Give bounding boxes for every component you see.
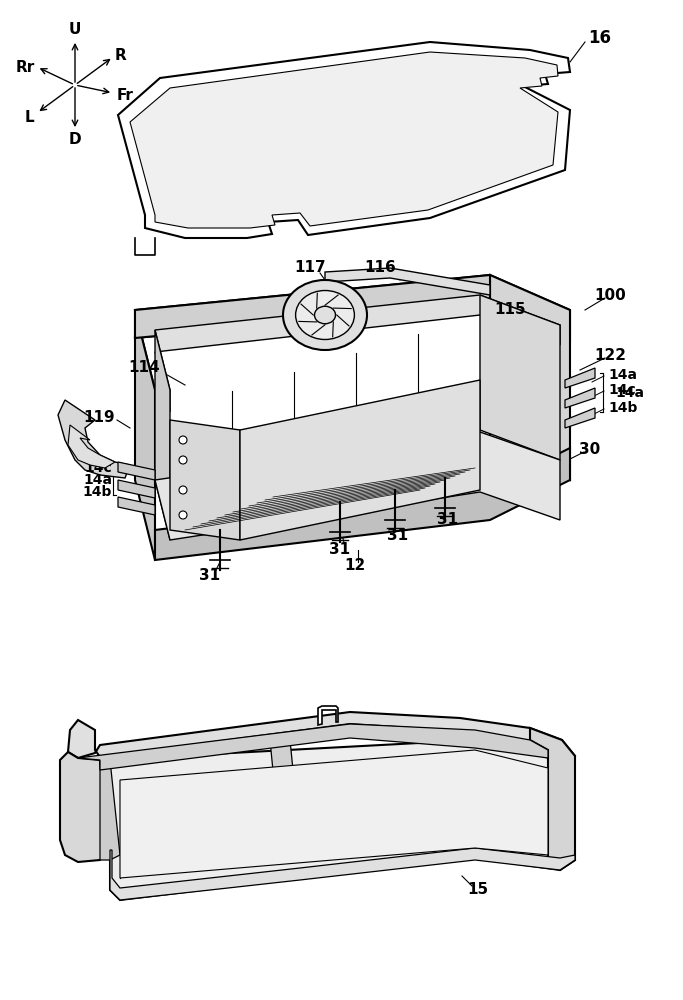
Text: 100: 100 [594, 288, 626, 302]
Polygon shape [135, 275, 490, 338]
Polygon shape [325, 268, 490, 295]
Text: 15: 15 [467, 882, 488, 898]
Ellipse shape [283, 280, 367, 350]
Text: 16: 16 [589, 29, 611, 47]
Polygon shape [118, 497, 155, 515]
Polygon shape [135, 310, 155, 560]
Polygon shape [318, 706, 338, 725]
Text: 14c: 14c [84, 461, 112, 475]
Text: 115: 115 [494, 302, 526, 318]
Polygon shape [155, 432, 560, 540]
Polygon shape [118, 42, 570, 238]
Text: 14b: 14b [83, 485, 112, 499]
Polygon shape [60, 752, 110, 862]
Circle shape [179, 436, 187, 444]
Text: D: D [69, 132, 81, 147]
Polygon shape [120, 750, 548, 878]
Polygon shape [118, 462, 155, 480]
Polygon shape [110, 848, 575, 900]
Text: 114: 114 [128, 360, 160, 375]
Text: 12: 12 [344, 558, 365, 572]
Circle shape [179, 511, 187, 519]
Polygon shape [565, 368, 595, 388]
Text: R: R [115, 47, 127, 62]
Text: 31: 31 [199, 568, 221, 582]
Polygon shape [130, 52, 558, 228]
Polygon shape [100, 740, 575, 900]
Text: 14b: 14b [608, 401, 637, 415]
Polygon shape [565, 388, 595, 408]
Polygon shape [68, 712, 575, 760]
Circle shape [179, 486, 187, 494]
Polygon shape [170, 420, 240, 540]
Polygon shape [155, 448, 570, 560]
Polygon shape [240, 380, 480, 540]
Text: Rr: Rr [16, 60, 35, 75]
Text: 14c: 14c [608, 383, 636, 397]
Text: 119: 119 [83, 410, 115, 426]
Polygon shape [565, 408, 595, 428]
Circle shape [179, 456, 187, 464]
Text: 116: 116 [364, 260, 396, 275]
Polygon shape [58, 400, 130, 478]
Text: 117: 117 [294, 260, 326, 275]
Text: L: L [24, 109, 34, 124]
Text: U: U [69, 22, 81, 37]
Polygon shape [155, 295, 560, 412]
Text: 30: 30 [579, 442, 600, 458]
Text: 14a: 14a [615, 386, 644, 400]
Polygon shape [480, 295, 560, 460]
Text: 31: 31 [437, 512, 458, 528]
Text: Fr: Fr [117, 88, 133, 103]
Text: 122: 122 [594, 348, 626, 362]
Polygon shape [530, 728, 575, 870]
Text: 14a: 14a [608, 368, 637, 382]
Ellipse shape [296, 290, 354, 340]
Ellipse shape [314, 306, 335, 324]
Polygon shape [118, 480, 155, 498]
Polygon shape [135, 275, 570, 418]
Polygon shape [100, 760, 120, 860]
Text: 31: 31 [387, 528, 408, 542]
Text: 14a: 14a [83, 473, 112, 487]
Polygon shape [78, 724, 548, 770]
Text: 31: 31 [329, 542, 350, 558]
Polygon shape [155, 330, 170, 540]
Polygon shape [270, 740, 300, 843]
Polygon shape [490, 275, 570, 480]
Polygon shape [68, 425, 115, 468]
